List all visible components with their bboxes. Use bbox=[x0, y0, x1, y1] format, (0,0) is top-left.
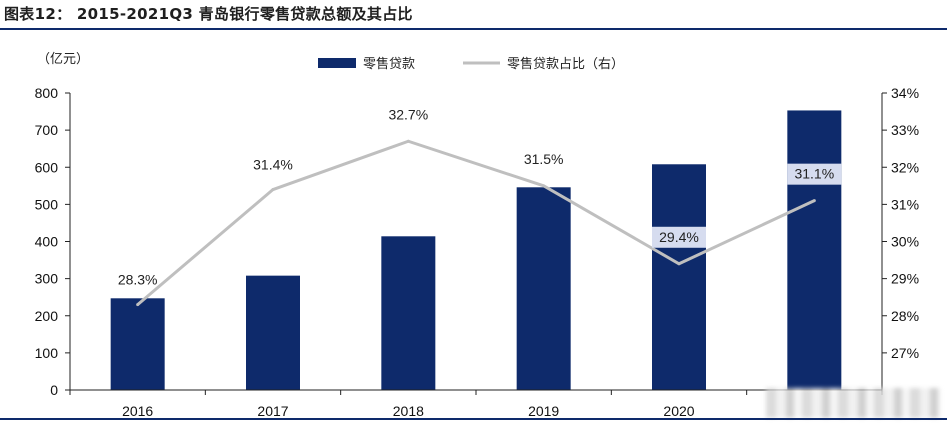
data-label-bg bbox=[652, 226, 706, 248]
y-tick-label: 800 bbox=[35, 85, 59, 101]
line-point bbox=[542, 184, 546, 188]
y-tick-label: 600 bbox=[35, 159, 59, 175]
data-label: 31.5% bbox=[524, 151, 564, 167]
data-label-bg bbox=[787, 163, 842, 185]
y2-tick-label: 33% bbox=[891, 122, 919, 138]
line-series bbox=[136, 139, 816, 307]
x-tick-label: 2019 bbox=[528, 403, 559, 419]
line-point bbox=[677, 262, 681, 266]
title-divider bbox=[0, 28, 947, 30]
data-labels: 28.3% 31.4% 32.7% 31.5% 29.4% 31.1% bbox=[118, 106, 842, 288]
y-tick-label: 300 bbox=[35, 271, 59, 287]
data-label: 32.7% bbox=[388, 106, 428, 122]
y2-tick-label: 31% bbox=[891, 196, 919, 212]
y-tick-label: 500 bbox=[35, 196, 59, 212]
y-tick-label: 0 bbox=[50, 382, 58, 398]
x-tick-label: 2016 bbox=[122, 403, 153, 419]
legend-label-line: 零售贷款占比（右） bbox=[507, 56, 624, 72]
line-point bbox=[406, 139, 410, 143]
y-tick-label: 100 bbox=[35, 345, 59, 361]
y-axis-unit: （亿元） bbox=[37, 52, 90, 67]
x-tick-label: 2017 bbox=[257, 403, 288, 419]
watermark-blur bbox=[766, 388, 941, 418]
bar bbox=[110, 298, 165, 390]
y-tick-label: 400 bbox=[35, 234, 59, 250]
line-point bbox=[271, 188, 275, 192]
y2-tick-label: 32% bbox=[891, 159, 919, 175]
bar bbox=[652, 164, 706, 390]
data-label: 29.4% bbox=[659, 229, 699, 245]
bar bbox=[787, 110, 842, 390]
x-tick-label: 2018 bbox=[393, 403, 424, 419]
bar-series bbox=[110, 110, 842, 390]
line-path bbox=[136, 139, 815, 306]
axes: 0 100 200 300 400 500 600 700 800 27% 28% 29% 30% 31%… bbox=[35, 85, 919, 419]
x-tick-label: 2020 bbox=[663, 403, 694, 419]
y2-tick-label: 28% bbox=[891, 308, 919, 324]
bar bbox=[381, 236, 436, 390]
bottom-divider bbox=[0, 418, 947, 420]
bar bbox=[246, 275, 300, 390]
y2-tick-label: 30% bbox=[891, 234, 919, 250]
y2-tick-label: 29% bbox=[891, 271, 919, 287]
bar bbox=[516, 187, 571, 390]
data-label: 31.4% bbox=[253, 157, 293, 173]
legend-swatch-bar bbox=[318, 58, 356, 68]
data-label: 28.3% bbox=[118, 272, 158, 288]
data-label: 31.1% bbox=[794, 166, 834, 182]
chart-title: 图表12： 2015-2021Q3 青岛银行零售贷款总额及其占比 bbox=[4, 5, 413, 23]
legend: 零售贷款 零售贷款占比（右） bbox=[318, 56, 624, 72]
y-tick-label: 200 bbox=[35, 308, 59, 324]
y2-tick-label: 34% bbox=[891, 85, 919, 101]
y2-tick-label: 27% bbox=[891, 345, 919, 361]
line-point bbox=[812, 199, 816, 203]
y-tick-label: 700 bbox=[35, 122, 59, 138]
legend-label-bar: 零售贷款 bbox=[363, 56, 415, 72]
line-point bbox=[136, 303, 140, 307]
